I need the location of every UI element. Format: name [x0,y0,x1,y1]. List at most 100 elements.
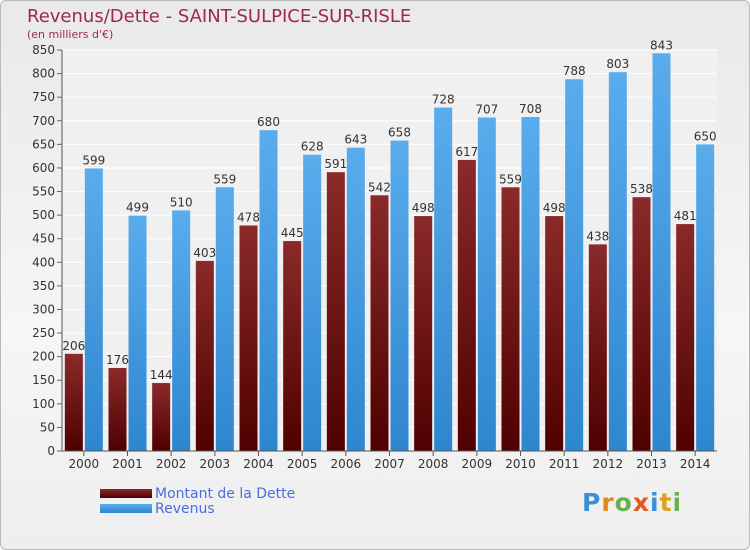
x-tick-label: 2014 [680,457,711,471]
data-label-revenus: 643 [344,133,367,147]
legend-swatch-revenus [100,504,152,513]
data-label-revenus: 707 [475,102,498,116]
y-tick-label: 650 [32,137,55,151]
bar-dette [283,241,302,451]
bar-revenus [390,140,409,451]
x-tick-label: 2005 [287,457,318,471]
y-tick-label: 50 [40,420,55,434]
data-label-revenus: 628 [301,140,324,154]
data-label-revenus: 728 [432,93,455,107]
legend-swatch-dette [100,489,152,498]
data-label-dette: 206 [62,339,85,353]
bar-dette [108,367,127,451]
legend-label-dette: Montant de la Dette [155,486,296,502]
bar-dette [632,197,651,451]
bar-dette [501,187,520,452]
data-label-dette: 403 [193,246,216,260]
bar-dette [414,216,433,451]
y-tick-label: 500 [32,208,55,222]
plot-area [62,50,717,451]
data-label-dette: 538 [630,182,653,196]
x-tick-label: 2006 [331,457,362,471]
x-tick-label: 2009 [462,457,493,471]
y-tick-label: 300 [32,302,55,316]
bar-dette [152,383,171,451]
bar-revenus [608,72,627,451]
bar-revenus [696,144,715,451]
bar-revenus [172,210,191,451]
bar-dette [239,225,258,451]
y-tick-label: 200 [32,350,55,364]
y-tick-label: 850 [32,43,55,57]
bar-dette [195,260,214,451]
x-tick-label: 2003 [200,457,231,471]
data-label-dette: 498 [543,201,566,215]
data-label-revenus: 510 [170,195,193,209]
bar-dette [545,216,564,451]
bar-revenus [128,215,147,451]
x-tick-label: 2012 [593,457,624,471]
bar-dette [676,224,695,451]
x-tick-label: 2011 [549,457,580,471]
data-label-dette: 617 [455,145,478,159]
data-label-revenus: 680 [257,115,280,129]
y-tick-label: 450 [32,232,55,246]
bar-dette [64,353,83,451]
y-tick-label: 550 [32,185,55,199]
y-tick-label: 0 [47,444,55,458]
x-tick-label: 2000 [69,457,100,471]
data-label-dette: 498 [412,201,435,215]
bar-revenus [84,168,103,451]
x-tick-label: 2004 [243,457,274,471]
x-tick-label: 2002 [156,457,187,471]
y-tick-label: 750 [32,90,55,104]
legend-label-revenus: Revenus [155,501,215,517]
data-label-revenus: 658 [388,126,411,140]
x-tick-label: 2001 [112,457,143,471]
data-label-dette: 559 [499,172,522,186]
data-label-dette: 176 [106,353,129,367]
data-label-revenus: 788 [563,64,586,78]
bar-revenus [259,130,278,451]
data-label-revenus: 499 [126,201,149,215]
y-tick-label: 600 [32,161,55,175]
data-label-dette: 481 [674,209,697,223]
data-label-revenus: 843 [650,38,673,52]
bar-dette [457,159,476,451]
x-tick-label: 2008 [418,457,449,471]
data-label-revenus: 559 [213,172,236,186]
bar-revenus [215,187,234,452]
bar-revenus [565,79,584,451]
data-label-dette: 478 [237,210,260,224]
y-tick-label: 100 [32,397,55,411]
proxiti-logo: Proxiti [582,488,683,517]
data-label-dette: 445 [281,226,304,240]
data-label-revenus: 803 [606,57,629,71]
x-tick-label: 2013 [636,457,667,471]
data-label-revenus: 650 [694,129,717,143]
bar-revenus [477,117,496,452]
x-tick-label: 2010 [505,457,536,471]
bar-dette [370,195,389,451]
data-label-dette: 591 [324,157,347,171]
y-tick-label: 350 [32,279,55,293]
y-tick-label: 700 [32,114,55,128]
y-tick-label: 250 [32,326,55,340]
bar-revenus [521,116,540,451]
bar-dette [588,244,607,451]
data-label-dette: 144 [150,368,173,382]
data-label-dette: 438 [586,229,609,243]
bar-revenus [303,154,322,452]
data-label-revenus: 708 [519,102,542,116]
data-label-dette: 542 [368,180,391,194]
bar-revenus [434,107,453,451]
y-tick-label: 400 [32,255,55,269]
y-tick-label: 150 [32,373,55,387]
y-tick-label: 800 [32,67,55,81]
bar-revenus [346,147,365,452]
chart-subtitle: (en milliers d'€) [27,28,114,41]
chart-title: Revenus/Dette - SAINT-SULPICE-SUR-RISLE [27,6,412,27]
x-tick-label: 2007 [374,457,405,471]
bar-revenus [652,53,671,451]
